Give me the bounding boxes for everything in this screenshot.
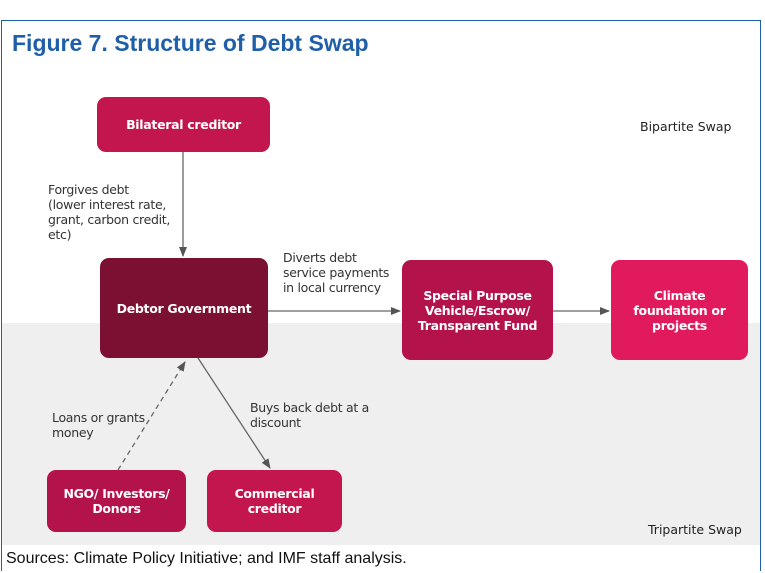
arrow [197, 357, 271, 469]
text-line: Climate [653, 287, 706, 303]
node-box: Debtor Government [100, 258, 268, 358]
text-line: money [52, 425, 94, 440]
text-line: Special Purpose [423, 287, 532, 303]
annotation: Diverts debt service payments in local cur… [283, 250, 389, 295]
text-line: Buys back debt at a [250, 400, 369, 415]
text-line: Vehicle/Escrow/ [424, 302, 531, 318]
figure-frame [1, 20, 761, 571]
region-label: Tripartite Swap [648, 522, 742, 537]
text-line: Donors [92, 501, 141, 516]
text-line: Loans or grants [52, 410, 145, 425]
node-box: Climate foundation or projects [611, 260, 748, 360]
text-line: in local currency [283, 280, 381, 295]
figure-title: Figure 7. Structure of Debt Swap [12, 30, 369, 56]
text-line: Debtor Government [116, 300, 252, 316]
text-line: creditor [247, 501, 302, 516]
node-box: Special Purpose Vehicle/Escrow/Transparen… [402, 260, 553, 360]
dashed-arrow [117, 361, 186, 471]
node-box: NGO/ Investors/Donors [47, 470, 186, 532]
annotation: Buys back debt at a discount [250, 400, 369, 430]
text-line: service payments [283, 265, 390, 280]
annotation: Forgives debt (lower interest rate, grant,… [48, 182, 170, 242]
text-line: Diverts debt [283, 250, 357, 265]
text-line: (lower interest rate, [48, 197, 167, 212]
text-line: Commercial [234, 486, 315, 501]
source-note: Sources: Climate Policy Initiative; and … [6, 550, 407, 567]
text-line: discount [250, 415, 301, 430]
text-line: Bilateral creditor [126, 117, 241, 132]
text-line: grant, carbon credit, [48, 212, 171, 227]
region-label: Bipartite Swap [640, 119, 732, 134]
node-box: Commercial creditor [207, 470, 342, 532]
text-line: foundation or [633, 302, 726, 318]
node-box: Bilateral creditor [97, 97, 270, 152]
text-line: Transparent Fund [417, 317, 538, 333]
text-line: projects [652, 317, 707, 333]
text-line: NGO/ Investors/ [63, 486, 170, 501]
text-line: Forgives debt [48, 182, 129, 197]
annotation: Loans or grants money [52, 410, 145, 440]
text-line: etc) [48, 227, 72, 242]
